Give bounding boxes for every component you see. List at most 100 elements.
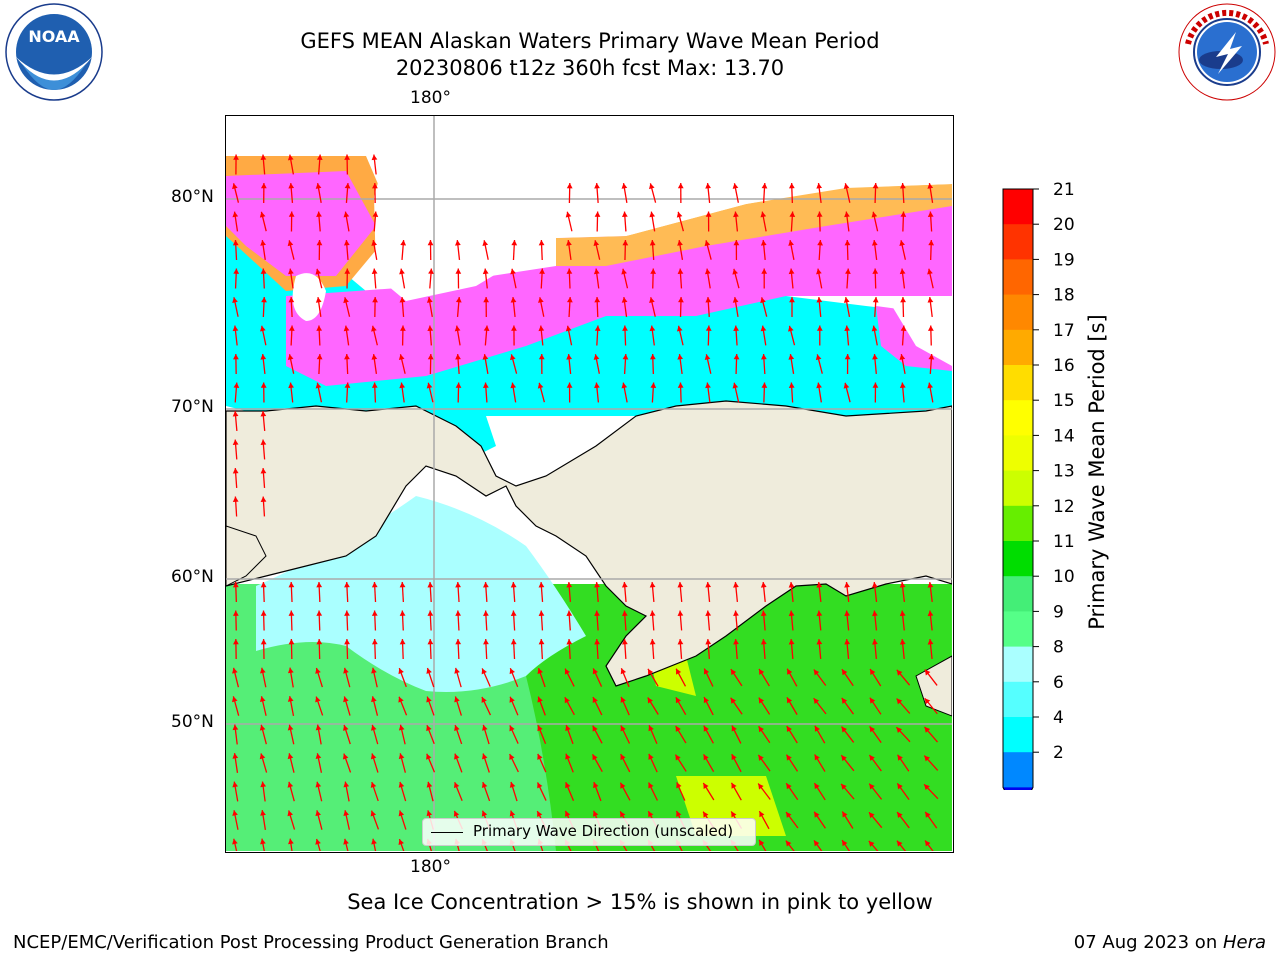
wave-arrow-head [844, 610, 850, 617]
wave-arrow-head [594, 325, 601, 331]
wave-arrow-head [872, 297, 879, 303]
wave-arrow-head [621, 610, 628, 616]
wave-arrow-head [427, 582, 434, 588]
wave-arrow-head [594, 610, 600, 616]
wave-arrow-head [565, 782, 571, 789]
wave-arrow-head [287, 810, 293, 817]
wave-arrow-head [788, 183, 795, 189]
wave-arrow-head [566, 240, 572, 246]
footer-date-text: 07 Aug 2023 on [1073, 932, 1223, 953]
wave-arrow-head [732, 268, 738, 275]
wave-arrow-head [232, 496, 239, 502]
wave-arrow-head [731, 725, 737, 732]
colorbar-cell [1003, 752, 1033, 788]
wave-arrow-head [482, 724, 488, 731]
wave-arrow-head [233, 382, 240, 389]
legend-label: Primary Wave Direction (unscaled) [473, 822, 734, 840]
lat-label-50: 50°N [171, 712, 214, 732]
wave-arrow-head [786, 783, 792, 790]
wave-arrow-head [316, 610, 323, 616]
wave-arrow-head [620, 754, 626, 761]
wave-arrow-head [426, 753, 432, 760]
no-data-area [374, 116, 952, 301]
wave-arrow-head [844, 211, 850, 218]
wave-arrow-head [398, 354, 405, 361]
colorbar-cell [1003, 329, 1033, 366]
wave-arrow-head [732, 297, 739, 303]
wave-arrow-head [371, 838, 377, 845]
wave-arrow-head [538, 582, 545, 588]
wave-arrow-head [260, 781, 267, 788]
wave-arrow-head [538, 297, 544, 303]
wave-arrow-head [678, 297, 684, 303]
wave-arrow-head [872, 382, 879, 388]
wave-arrow-head [565, 753, 571, 760]
no-data-area-3 [292, 273, 326, 321]
wave-arrow-head [537, 782, 543, 789]
wave-arrow-head [398, 839, 404, 845]
wave-arrow-head [510, 639, 517, 645]
wave-arrow-head [316, 211, 322, 218]
wave-arrow-head [398, 668, 404, 675]
wave-arrow-head [288, 211, 295, 217]
wave-arrow-head [232, 781, 239, 788]
wave-arrow-head [788, 582, 795, 588]
wave-arrow-head [733, 610, 739, 617]
wave-arrow-head [925, 811, 931, 818]
wave-arrow-head [927, 211, 934, 217]
wave-arrow-head [344, 183, 351, 189]
wave-arrow-head [260, 154, 267, 161]
wave-arrow-head [538, 354, 545, 360]
wave-arrow-head [455, 639, 462, 645]
wave-arrow-head [316, 240, 323, 246]
wave-arrow-head [592, 754, 598, 761]
wave-arrow-head [260, 354, 267, 360]
wave-arrow-head [370, 753, 377, 760]
wave-arrow-head [288, 183, 295, 189]
wave-arrow-head [924, 784, 930, 791]
wave-arrow-head [730, 697, 737, 704]
wave-arrow-head [705, 297, 712, 303]
wave-arrow-head [343, 240, 350, 246]
wave-arrow-head [233, 154, 239, 160]
wave-arrow-head [511, 240, 518, 246]
colorbar-tick-label: 11 [1053, 532, 1075, 552]
wave-arrow-head [260, 411, 267, 417]
wave-arrow-head [565, 325, 572, 332]
wave-arrow-head [371, 639, 378, 645]
wave-arrow-head [316, 325, 323, 331]
wave-arrow-head [343, 781, 350, 788]
wave-arrow-head [592, 810, 599, 817]
wave-arrow-head [761, 382, 768, 388]
wave-arrow-head [758, 783, 764, 790]
wave-arrow-head [260, 639, 267, 645]
wave-arrow-head [344, 582, 350, 588]
wave-arrow-head [232, 810, 238, 816]
wave-arrow-head [760, 211, 767, 218]
wave-arrow-head [705, 382, 711, 389]
wave-arrow-head [869, 726, 876, 733]
wave-arrow-head [344, 382, 351, 388]
wave-arrow-head [788, 240, 794, 246]
wave-arrow-head [896, 698, 903, 705]
wave-arrow-head [760, 325, 767, 332]
wave-arrow-head [260, 468, 267, 474]
wave-arrow-head [676, 211, 683, 218]
wave-arrow-head [841, 783, 847, 790]
wave-arrow-head [842, 840, 848, 847]
wave-arrow-head [703, 754, 709, 761]
wave-arrow-head [620, 782, 626, 789]
wave-arrow-head [900, 211, 907, 217]
svg-text:NOAA: NOAA [28, 27, 80, 46]
wave-arrow-head [593, 268, 600, 275]
wave-arrow-head [648, 725, 654, 732]
wave-arrow-head [899, 354, 906, 360]
wave-arrow-head [371, 268, 378, 275]
wave-arrow-head [371, 154, 378, 161]
wave-arrow-head [564, 697, 570, 704]
wave-arrow-head [342, 753, 349, 760]
footer-credit: NCEP/EMC/Verification Post Processing Pr… [13, 932, 609, 953]
wave-arrow-head [816, 297, 823, 303]
wave-arrow-head [260, 268, 267, 274]
wave-arrow-head [787, 668, 793, 675]
